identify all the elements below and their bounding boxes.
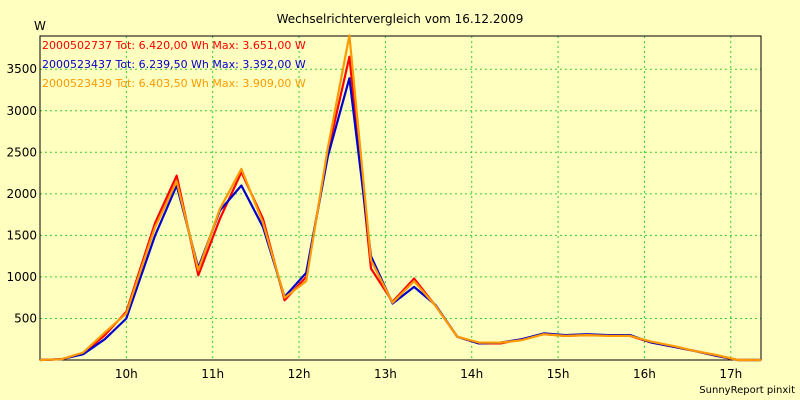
x-tick-label: 15h — [547, 367, 570, 381]
y-tick-label: 3500 — [6, 62, 37, 76]
series-lines — [39, 34, 761, 362]
y-axis-unit-label: W — [34, 19, 46, 33]
plot-frame — [39, 35, 762, 361]
legend-entry-2000502737: 2000502737 Tot: 6.420,00 Wh Max: 3.651,0… — [42, 39, 306, 52]
y-tick-label: 1000 — [6, 270, 37, 284]
x-tick-label: 17h — [719, 367, 742, 381]
axes — [39, 35, 762, 361]
x-tick-label: 14h — [460, 367, 483, 381]
footer-credit: SunnyReport pinxit — [699, 385, 795, 396]
legend-entry-2000523437: 2000523437 Tot: 6.239,50 Wh Max: 3.392,0… — [42, 58, 306, 71]
x-tick-label: 16h — [633, 367, 656, 381]
chart-title: Wechselrichtervergleich vom 16.12.2009 — [277, 12, 524, 26]
x-tick-label: 13h — [374, 367, 397, 381]
legend-entry-2000523439: 2000523439 Tot: 6.403,50 Wh Max: 3.909,0… — [42, 77, 306, 90]
y-tick-label: 500 — [14, 311, 37, 325]
x-tick-label: 10h — [115, 367, 138, 381]
series-line-2000523439 — [39, 34, 761, 362]
y-tick-label: 2500 — [6, 145, 37, 159]
y-tick-label: 2000 — [6, 187, 37, 201]
gridlines — [40, 36, 761, 360]
tick-labels: 500 1000 1500 2000 2500 3000 3500 10h 11h 12h 13h 1… — [6, 62, 742, 381]
y-tick-label: 3000 — [6, 104, 37, 118]
legend: 2000502737 Tot: 6.420,00 Wh Max: 3.651,0… — [42, 39, 306, 90]
y-tick-label: 1500 — [6, 228, 37, 242]
x-tick-label: 12h — [288, 367, 311, 381]
x-tick-label: 11h — [201, 367, 224, 381]
